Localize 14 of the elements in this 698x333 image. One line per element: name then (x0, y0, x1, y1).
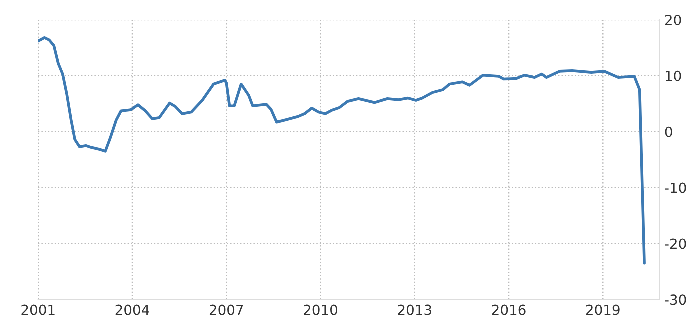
x-tick-label: 2001 (22, 304, 55, 316)
x-tick-label: 2010 (304, 304, 338, 316)
y-tick-label: 0 (665, 126, 672, 138)
x-tick-label: 2007 (210, 304, 244, 316)
x-tick-label: 2004 (116, 304, 150, 316)
y-tick-label: -10 (665, 182, 686, 194)
line-series (38, 36, 646, 265)
y-tick-label: -20 (665, 238, 686, 250)
x-tick-label: 2013 (398, 304, 432, 316)
x-tick-label: 2019 (586, 304, 620, 316)
y-tick-label: 20 (665, 14, 682, 26)
x-tick-label: 2016 (492, 304, 526, 316)
y-tick-label: 10 (666, 70, 682, 82)
y-tick-label: -30 (665, 294, 686, 306)
